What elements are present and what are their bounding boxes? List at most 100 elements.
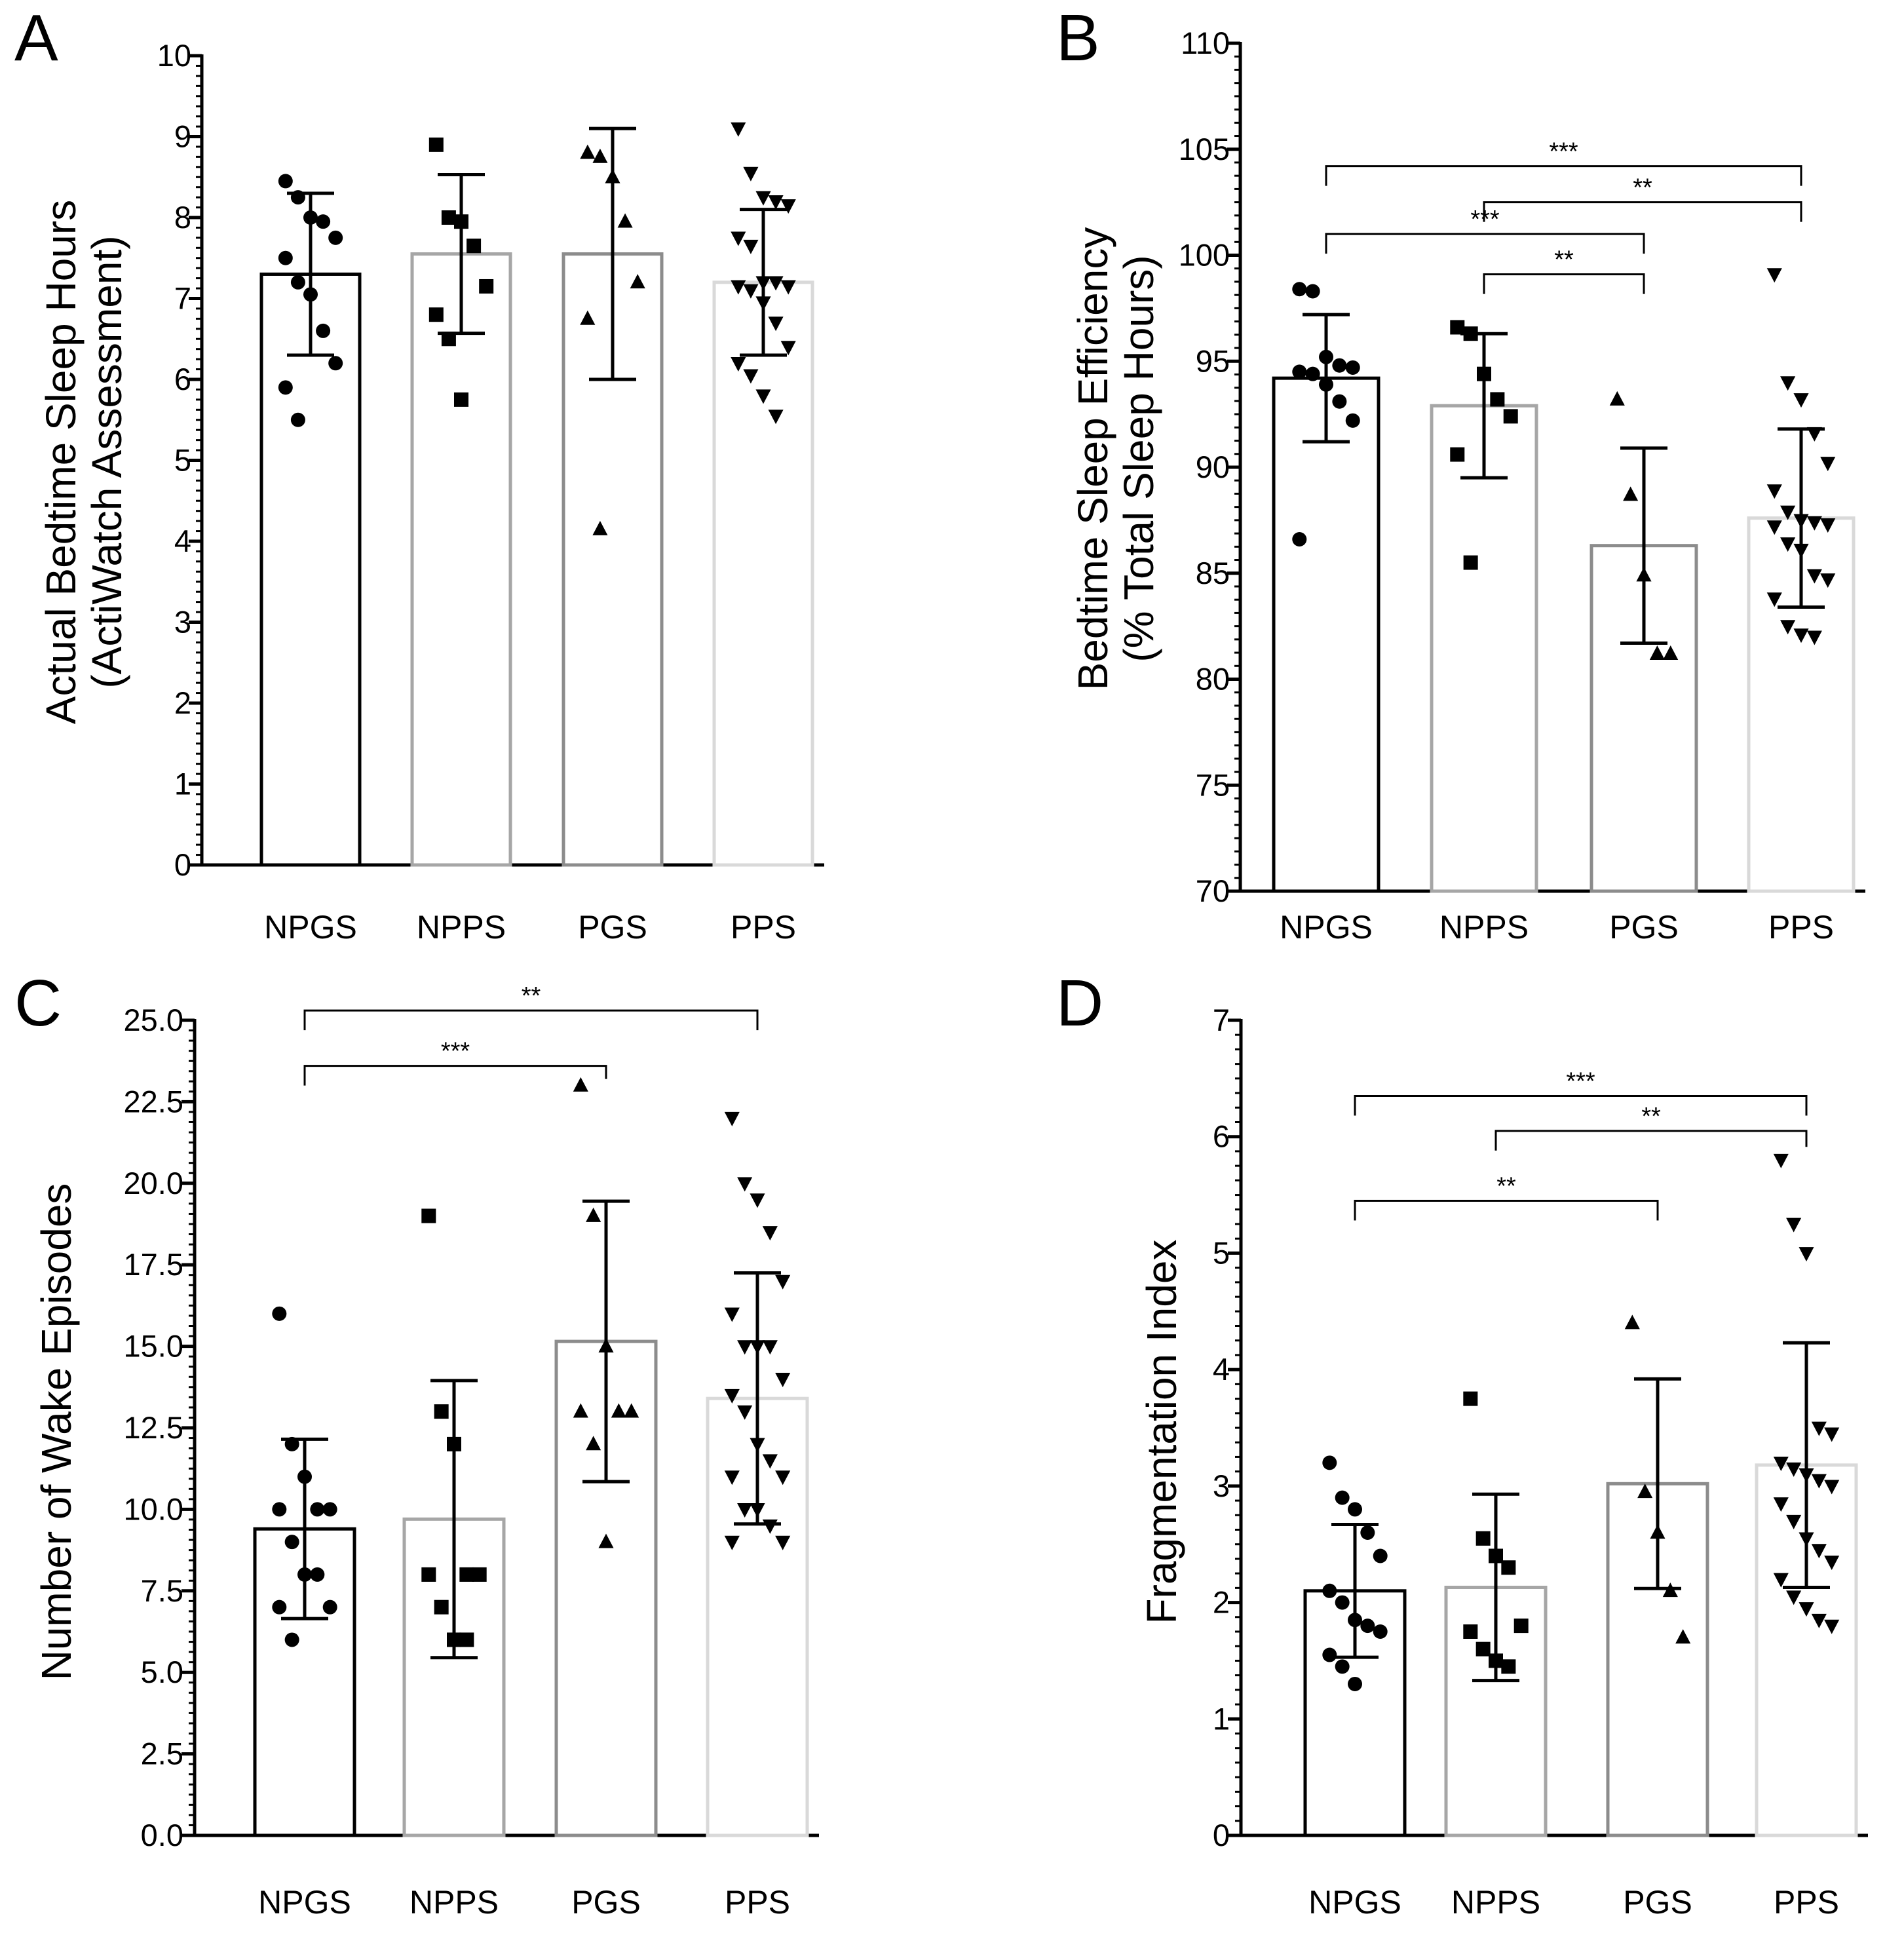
- panel-A: A 0 1 2 3 4 5 6 7 8 9 10 Actual Bedtime Sleep Hours(…: [14, 1, 824, 946]
- data-point-square: [429, 307, 444, 322]
- data-point-triangle-down: [1780, 537, 1795, 552]
- y-tick-label: 25.0: [124, 1003, 183, 1037]
- data-point-triangle-down: [1767, 520, 1782, 535]
- y-tick-label: 0: [1213, 1818, 1230, 1852]
- data-point-triangle-down: [763, 1520, 778, 1534]
- data-point-circle: [316, 324, 330, 338]
- data-point-square: [421, 1567, 436, 1582]
- data-point-square: [434, 1404, 449, 1419]
- data-point-circle: [310, 1567, 324, 1582]
- data-point-circle: [1373, 1624, 1388, 1639]
- data-point-circle: [291, 190, 305, 204]
- data-point-triangle-up: [1650, 645, 1665, 660]
- data-point-triangle-down: [725, 1470, 740, 1485]
- x-category-label: NPGS: [1308, 1884, 1401, 1921]
- significance-label: **: [1633, 174, 1652, 202]
- data-point-triangle-down: [755, 389, 771, 404]
- data-point-triangle-down: [1780, 620, 1795, 634]
- data-point-square: [1476, 1642, 1491, 1657]
- panel-letter: C: [14, 967, 62, 1040]
- data-point-circle: [1332, 394, 1346, 409]
- significance-bracket: [1355, 1096, 1806, 1116]
- data-point-circle: [1348, 1502, 1362, 1516]
- data-point-circle: [310, 1502, 324, 1516]
- data-point-circle: [1319, 377, 1333, 392]
- y-tick-label: 7: [174, 281, 191, 316]
- data-point-circle: [1332, 358, 1346, 373]
- data-point-triangle-down: [775, 1470, 790, 1485]
- significance-bracket: [1496, 1131, 1806, 1151]
- data-point-circle: [328, 356, 343, 370]
- data-point-triangle-down: [750, 1503, 765, 1518]
- data-point-triangle-up: [586, 1436, 601, 1450]
- data-point-triangle-down: [731, 280, 746, 295]
- data-point-triangle-up: [1623, 486, 1638, 501]
- data-point-triangle-up: [598, 1534, 613, 1548]
- significance-bracket: [1484, 275, 1644, 294]
- y-tick-label: 95: [1196, 343, 1230, 378]
- x-category-label: PGS: [1623, 1884, 1692, 1921]
- data-point-triangle-down: [775, 1275, 790, 1290]
- data-point-square: [459, 1632, 474, 1647]
- data-point-square: [1490, 392, 1504, 406]
- data-point-triangle-down: [737, 1503, 752, 1518]
- data-point-triangle-up: [618, 214, 633, 228]
- data-point-circle: [323, 1600, 337, 1615]
- y-tick-label: 0.0: [141, 1818, 183, 1852]
- data-point-circle: [272, 1502, 286, 1516]
- data-point-triangle-up: [1663, 645, 1678, 660]
- y-tick-label: 5.0: [141, 1655, 183, 1689]
- data-point-circle: [272, 1600, 286, 1615]
- data-point-square: [466, 239, 481, 253]
- data-point-triangle-down: [1812, 1474, 1827, 1489]
- y-tick-label: 15.0: [124, 1329, 183, 1364]
- data-point-square: [459, 1567, 474, 1582]
- data-point-triangle-up: [573, 1403, 588, 1417]
- data-point-triangle-down: [763, 1226, 778, 1240]
- x-category-label: PGS: [578, 909, 647, 946]
- data-point-square: [447, 1632, 461, 1647]
- data-point-square: [1501, 1560, 1515, 1575]
- data-point-triangle-down: [1767, 268, 1782, 282]
- data-point-circle: [328, 231, 343, 245]
- data-point-triangle-up: [630, 274, 645, 288]
- data-point-triangle-down: [1799, 1602, 1814, 1617]
- data-point-triangle-down: [1793, 393, 1808, 408]
- y-tick-label: 4: [174, 524, 191, 558]
- y-axis-title: Number of Wake Episodes: [33, 1183, 80, 1681]
- significance-label: ***: [1566, 1068, 1595, 1096]
- panel-D: D01234567Fragmentation IndexNPGS NPPS PGS P…: [1056, 967, 1868, 1921]
- data-point-triangle-down: [1820, 518, 1835, 533]
- data-point-triangle-up: [1636, 567, 1651, 581]
- x-category-label: PPS: [1774, 1884, 1839, 1921]
- y-tick-label: 0: [174, 847, 191, 882]
- data-point-triangle-down: [743, 167, 758, 182]
- data-point-square: [1489, 1548, 1503, 1563]
- data-point-triangle-down: [1807, 427, 1822, 442]
- x-category-label: PPS: [731, 909, 796, 946]
- x-category-label: NPPS: [409, 1884, 499, 1921]
- panel-letter: A: [14, 1, 58, 75]
- x-category-label: PPS: [725, 1884, 790, 1921]
- data-point-triangle-up: [592, 521, 607, 535]
- y-tick-label: 2: [174, 685, 191, 720]
- data-point-triangle-down: [725, 1112, 740, 1126]
- data-point-triangle-up: [1625, 1314, 1640, 1329]
- data-point-circle: [297, 1567, 312, 1582]
- data-point-triangle-down: [1786, 1463, 1801, 1477]
- panel-B: B707580859095100105110Bedtime Sleep Effi…: [1056, 1, 1865, 946]
- data-point-circle: [1346, 413, 1360, 428]
- significance-label: **: [1496, 1172, 1516, 1200]
- y-axis-title-line1: Bedtime Sleep Efficiency: [1069, 227, 1116, 691]
- data-point-circle: [1292, 364, 1306, 379]
- data-point-triangle-down: [781, 341, 796, 355]
- data-point-triangle-down: [763, 1340, 778, 1354]
- data-point-triangle-down: [1774, 1573, 1789, 1588]
- data-point-triangle-down: [1812, 1422, 1827, 1436]
- data-point-triangle-down: [1812, 1614, 1827, 1628]
- y-axis-title-line1: Actual Bedtime Sleep Hours: [37, 200, 85, 724]
- data-point-square: [447, 1437, 461, 1451]
- y-tick-label: 5: [1213, 1235, 1230, 1270]
- data-point-triangle-down: [750, 1340, 765, 1354]
- data-point-square: [1450, 448, 1464, 462]
